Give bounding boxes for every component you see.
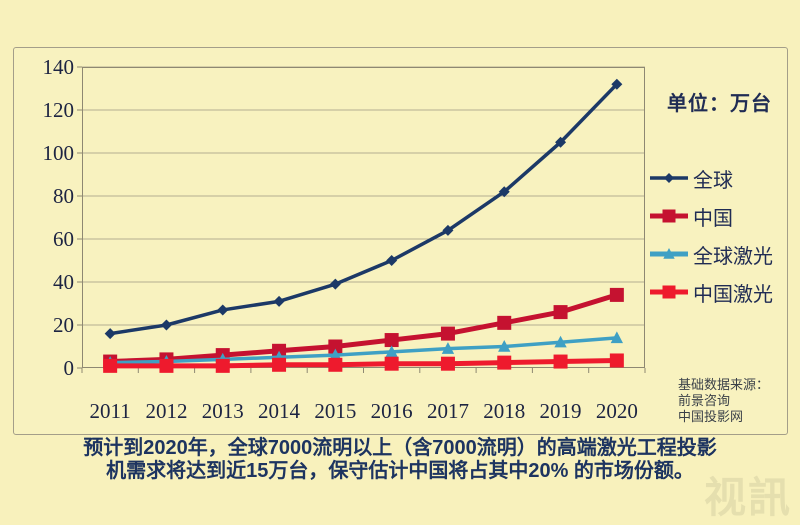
y-tick-label: 40 — [53, 270, 74, 294]
legend-label: 中国 — [693, 207, 733, 230]
x-tick-label: 2016 — [370, 399, 413, 423]
x-tick-label: 2011 — [89, 399, 131, 423]
series-diamond — [104, 78, 623, 340]
diamond-marker — [273, 295, 285, 307]
legend: 全球中国全球激光中国激光 — [650, 159, 773, 311]
square-marker — [384, 356, 399, 371]
square-marker — [497, 355, 512, 370]
diamond-legend-marker — [650, 173, 688, 183]
square-marker — [103, 358, 118, 373]
x-tick-label: 2020 — [595, 399, 638, 423]
y-tick-label: 60 — [53, 227, 74, 251]
x-tick-label: 2017 — [426, 399, 469, 423]
x-tick-label: 2015 — [314, 399, 357, 423]
diamond-marker — [217, 304, 229, 316]
square-marker — [272, 357, 287, 372]
square-legend-marker — [650, 209, 688, 223]
square-marker — [328, 339, 343, 354]
square-marker — [609, 353, 624, 368]
series-line — [107, 292, 620, 365]
square-marker — [662, 209, 676, 223]
chart-frame: 单位：万台 0 20 40 60 80 100 120 140 2011 2012 2013 201… — [13, 47, 788, 435]
triangle-legend-marker — [650, 248, 688, 259]
x-tick-label: 2012 — [145, 399, 188, 423]
triangle-marker — [385, 345, 398, 358]
line-chart — [77, 66, 646, 373]
square-marker — [159, 358, 174, 373]
legend-item: 中国 — [650, 197, 773, 235]
source-note: 基础数据来源： 前景咨询 中国投影网 — [678, 377, 769, 425]
diamond-marker — [160, 319, 172, 331]
diamond-marker — [555, 136, 567, 148]
square-marker — [384, 333, 399, 348]
x-tick-label: 2018 — [483, 399, 526, 423]
unit-label: 单位：万台 — [667, 93, 772, 115]
legend-label: 中国激光 — [693, 283, 773, 306]
diamond-marker — [611, 78, 623, 90]
square-marker — [497, 315, 512, 330]
diamond-marker — [386, 255, 398, 266]
diamond-marker — [664, 173, 674, 183]
series-square — [103, 353, 624, 373]
triangle-marker — [498, 340, 511, 352]
footer-caption-line: 预计到2020年，全球7000流明以上（含7000流明）的高端激光工程投影 — [83, 437, 717, 459]
legend-item: 中国激光 — [650, 273, 773, 311]
diamond-marker — [442, 224, 454, 236]
diamond-marker — [498, 186, 510, 198]
legend-item: 全球激光 — [650, 235, 773, 273]
triangle-marker — [610, 331, 624, 344]
y-tick-label: 80 — [53, 184, 74, 208]
legend-label: 全球激光 — [693, 245, 773, 268]
square-legend-marker — [650, 285, 688, 299]
square-marker — [440, 356, 455, 371]
x-tick-label: 2019 — [539, 399, 582, 423]
legend-label: 全球 — [693, 169, 733, 192]
series-line — [108, 336, 619, 365]
y-tick-label: 140 — [42, 55, 75, 79]
footer-caption-line: 机需求将达到近15万台，保守估计中国将占其中20% 的市场份额。 — [106, 460, 694, 482]
square-marker — [609, 287, 624, 302]
source-note-line: 前景咨询 — [678, 393, 731, 408]
triangle-marker — [554, 335, 567, 348]
y-tick-label: 100 — [42, 141, 75, 165]
series-line — [107, 357, 620, 369]
plot-border — [82, 67, 645, 368]
footer-caption: 预计到2020年，全球7000流明以上（含7000流明）的高端激光工程投影 机需… — [0, 437, 800, 483]
triangle-marker — [329, 348, 342, 361]
triangle-marker — [663, 248, 675, 259]
triangle-marker — [441, 342, 455, 354]
square-marker — [440, 326, 455, 341]
x-tick-label: 2013 — [201, 399, 244, 423]
square-marker — [215, 358, 230, 373]
legend-item: 全球 — [650, 159, 773, 197]
square-marker — [553, 305, 568, 320]
y-tick-label: 120 — [42, 98, 75, 122]
source-note-line: 基础数据来源： — [678, 377, 770, 392]
y-tick-label: 20 — [53, 313, 74, 337]
series-square — [103, 287, 624, 369]
diamond-marker — [104, 328, 116, 340]
diamond-marker — [329, 278, 341, 290]
series-line — [108, 82, 619, 336]
source-note-line: 中国投影网 — [678, 409, 744, 424]
square-marker — [328, 357, 343, 372]
square-marker — [553, 354, 568, 369]
x-tick-label: 2014 — [258, 399, 301, 423]
y-tick-label: 0 — [63, 356, 75, 380]
square-marker — [662, 285, 676, 299]
